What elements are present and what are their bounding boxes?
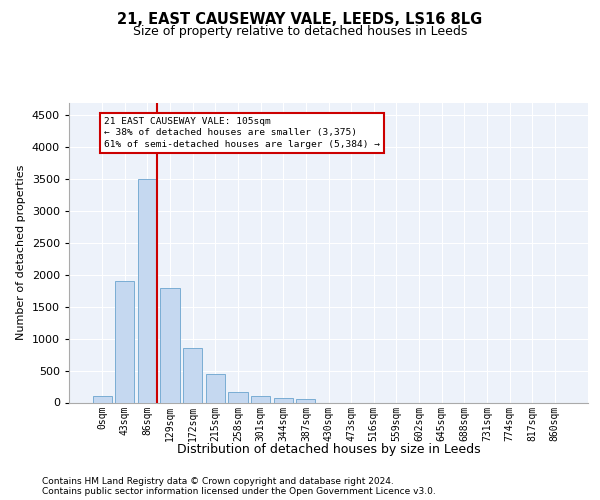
Bar bbox=[160, 288, 180, 403]
Text: Contains public sector information licensed under the Open Government Licence v3: Contains public sector information licen… bbox=[42, 488, 436, 496]
Bar bbox=[115, 281, 134, 402]
Bar bbox=[296, 399, 316, 402]
Bar bbox=[229, 392, 248, 402]
Text: Contains HM Land Registry data © Crown copyright and database right 2024.: Contains HM Land Registry data © Crown c… bbox=[42, 478, 394, 486]
Text: Size of property relative to detached houses in Leeds: Size of property relative to detached ho… bbox=[133, 25, 467, 38]
Bar bbox=[206, 374, 225, 402]
Text: 21 EAST CAUSEWAY VALE: 105sqm
← 38% of detached houses are smaller (3,375)
61% o: 21 EAST CAUSEWAY VALE: 105sqm ← 38% of d… bbox=[104, 116, 380, 149]
Bar bbox=[274, 398, 293, 402]
Bar bbox=[251, 396, 270, 402]
Bar bbox=[138, 179, 157, 402]
Bar bbox=[92, 396, 112, 402]
Text: Distribution of detached houses by size in Leeds: Distribution of detached houses by size … bbox=[177, 442, 481, 456]
Y-axis label: Number of detached properties: Number of detached properties bbox=[16, 165, 26, 340]
Bar bbox=[183, 348, 202, 403]
Text: 21, EAST CAUSEWAY VALE, LEEDS, LS16 8LG: 21, EAST CAUSEWAY VALE, LEEDS, LS16 8LG bbox=[118, 12, 482, 28]
